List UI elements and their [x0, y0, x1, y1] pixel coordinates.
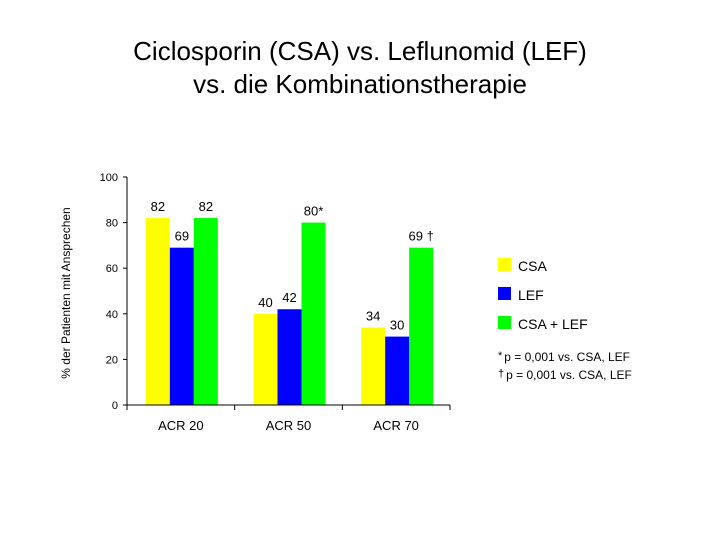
- data-label-1-0: 69: [175, 229, 189, 244]
- bar-csa-lef-2: [409, 247, 434, 405]
- category-label-0: ACR 20: [158, 418, 204, 433]
- bar-csa-lef-0: [193, 218, 218, 405]
- data-label-0-0: 82: [151, 199, 165, 214]
- chart-title-line-1: Ciclosporin (CSA) vs. Leflunomid (LEF): [133, 36, 587, 66]
- legend-swatch-2: [498, 316, 511, 329]
- bar-lef-2: [385, 336, 410, 405]
- y-tick-label-1: 20: [106, 354, 118, 366]
- legend-swatch-1: [498, 287, 511, 300]
- footnote-2-text: p = 0,001 vs. CSA, LEF: [506, 368, 632, 382]
- data-label-2-2: 69 †: [409, 229, 434, 244]
- data-label-0-2: 34: [366, 308, 380, 323]
- bar-csa-0: [145, 218, 170, 405]
- data-label-0-1: 40: [258, 295, 272, 310]
- y-tick-label-2: 40: [106, 309, 118, 321]
- footnote-2-symbol: †: [498, 368, 505, 380]
- category-label-2: ACR 70: [373, 418, 419, 433]
- bar-csa-1: [253, 313, 278, 405]
- bar-csa-lef-1: [301, 222, 326, 405]
- footnote-1-text: p = 0,001 vs. CSA, LEF: [504, 350, 631, 364]
- y-tick-label-0: 0: [112, 400, 118, 412]
- y-axis-label: % der Patienten mit Ansprechen: [59, 207, 73, 378]
- data-label-2-1: 80*: [304, 204, 324, 219]
- footnote-2: † p = 0,001 vs. CSA, LEF: [498, 366, 632, 383]
- bar-csa-2: [361, 327, 386, 405]
- legend-swatch-0: [498, 258, 511, 271]
- y-tick-label-4: 80: [106, 218, 118, 230]
- data-label-1-1: 42: [282, 290, 296, 305]
- data-label-1-2: 30: [390, 318, 404, 333]
- legend-label-1: LEF: [518, 287, 544, 303]
- legend-label-2: CSA + LEF: [518, 316, 588, 332]
- chart-title-line-2: vs. die Kombinationstherapie: [193, 69, 527, 99]
- footnote-1: * p = 0,001 vs. CSA, LEF: [498, 348, 630, 365]
- legend-label-0: CSA: [518, 258, 547, 274]
- y-tick-label-5: 100: [100, 172, 118, 184]
- bar-lef-0: [169, 247, 194, 405]
- bar-lef-1: [277, 309, 302, 405]
- category-label-1: ACR 50: [266, 418, 312, 433]
- data-label-2-0: 82: [199, 199, 213, 214]
- y-tick-label-3: 60: [106, 263, 118, 275]
- footnote-1-symbol: *: [498, 350, 503, 362]
